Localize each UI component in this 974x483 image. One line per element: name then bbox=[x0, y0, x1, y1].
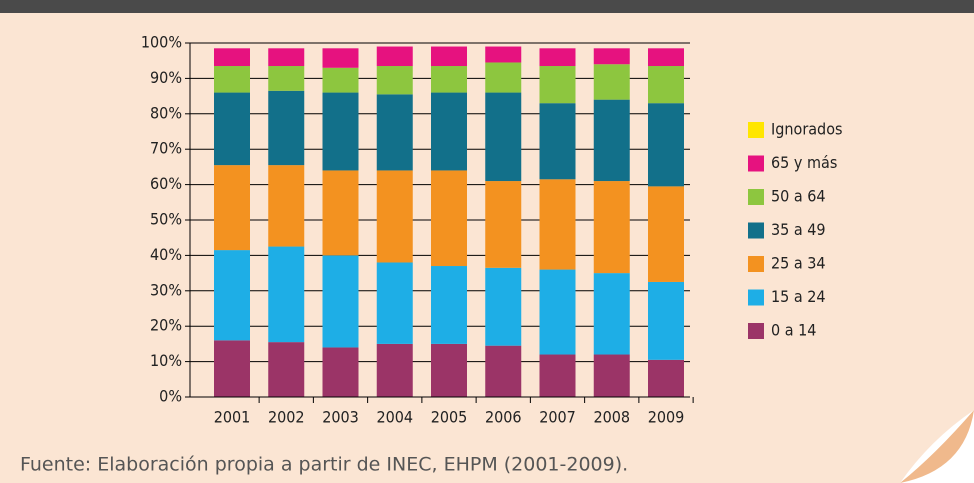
x-tick-label: 2008 bbox=[593, 408, 630, 427]
legend-swatch bbox=[748, 256, 764, 272]
x-tick-label: 2001 bbox=[214, 408, 251, 427]
bar-segment bbox=[485, 345, 522, 397]
bar-segment bbox=[539, 269, 576, 355]
bar-segment bbox=[431, 46, 467, 67]
bar-segment bbox=[648, 359, 684, 397]
y-tick-label: 100% bbox=[141, 33, 182, 52]
bar-segment bbox=[322, 48, 359, 68]
header-bar bbox=[0, 0, 974, 13]
x-tick-label: 2002 bbox=[268, 408, 305, 427]
bar-segment bbox=[376, 343, 413, 397]
y-tick-label: 70% bbox=[150, 139, 182, 158]
legend-label: 50 a 64 bbox=[771, 187, 826, 206]
bar-segment bbox=[268, 66, 305, 91]
x-tick-label: 2006 bbox=[485, 408, 522, 427]
legend-label: 65 y más bbox=[771, 153, 837, 172]
bar-segment bbox=[376, 94, 413, 171]
bar-segment bbox=[214, 92, 250, 166]
bar-segment bbox=[648, 66, 684, 104]
bar-segment bbox=[539, 66, 576, 104]
y-tick-label: 10% bbox=[150, 351, 182, 370]
y-tick-label: 60% bbox=[150, 174, 182, 193]
legend-swatch bbox=[748, 189, 764, 205]
bar-segment bbox=[593, 273, 630, 355]
bar-segment bbox=[214, 48, 250, 67]
legend-label: 15 a 24 bbox=[771, 287, 826, 306]
bar-segment bbox=[485, 181, 522, 268]
bar-segment bbox=[376, 46, 413, 67]
bar-segment bbox=[268, 342, 305, 397]
bar-segment bbox=[431, 92, 467, 171]
bar-segment bbox=[648, 281, 684, 360]
bar-segment bbox=[485, 62, 522, 93]
bar-segment bbox=[376, 170, 413, 263]
bar-segment bbox=[539, 179, 576, 270]
bar-segment bbox=[322, 347, 359, 397]
bar-segment bbox=[268, 165, 305, 247]
bar-segment bbox=[214, 165, 250, 251]
legend-label: 25 a 34 bbox=[771, 254, 826, 273]
x-tick-label: 2009 bbox=[648, 408, 685, 427]
bar-segment bbox=[376, 66, 413, 95]
bar-segment bbox=[593, 181, 630, 274]
bar-segment bbox=[322, 92, 359, 171]
y-tick-label: 50% bbox=[150, 210, 182, 229]
bar-segment bbox=[539, 48, 576, 67]
legend-swatch bbox=[748, 222, 764, 239]
bar-segment bbox=[431, 266, 467, 344]
bar-segment bbox=[648, 48, 684, 67]
bar-segment bbox=[593, 99, 630, 182]
bar-segment bbox=[431, 343, 467, 397]
x-tick-label: 2007 bbox=[539, 408, 576, 427]
bar-segment bbox=[214, 250, 250, 341]
page-curl bbox=[900, 410, 974, 483]
bar-segment bbox=[648, 103, 684, 187]
bar-segment bbox=[268, 48, 305, 67]
legend-swatch bbox=[748, 323, 764, 339]
legend-swatch bbox=[748, 122, 764, 138]
bar-segment bbox=[376, 262, 413, 344]
y-tick-label: 80% bbox=[150, 103, 182, 122]
y-tick-label: 30% bbox=[150, 280, 182, 299]
bar-segment bbox=[214, 340, 250, 397]
bar-segment bbox=[485, 92, 522, 182]
bar-segment bbox=[539, 354, 576, 397]
bar-segment bbox=[322, 170, 359, 256]
legend-swatch bbox=[748, 289, 764, 306]
y-tick-label: 20% bbox=[150, 316, 182, 335]
bar-segment bbox=[539, 103, 576, 180]
bar-segment bbox=[431, 170, 467, 267]
y-tick-label: 40% bbox=[150, 245, 182, 264]
bar-segment bbox=[593, 64, 630, 100]
bar-segment bbox=[214, 66, 250, 93]
source: Fuente: Elaboración propia a partir de I… bbox=[20, 454, 628, 476]
bar-segment bbox=[268, 246, 305, 343]
bar-segment bbox=[322, 255, 359, 348]
bar-segment bbox=[322, 67, 359, 93]
y-tick-label: 90% bbox=[150, 68, 182, 87]
legend-label: Ignorados bbox=[771, 120, 843, 139]
bar-segment bbox=[593, 48, 630, 65]
bar-segment bbox=[648, 186, 684, 282]
bar-segment bbox=[485, 267, 522, 346]
legend-label: 0 a 14 bbox=[771, 321, 816, 340]
legend-swatch bbox=[748, 155, 764, 172]
bar-segment bbox=[485, 46, 522, 63]
bar-segment bbox=[431, 66, 467, 93]
x-tick-label: 2004 bbox=[376, 408, 413, 427]
bar-segment bbox=[268, 90, 305, 166]
x-tick-label: 2003 bbox=[322, 408, 359, 427]
legend-label: 35 a 49 bbox=[771, 220, 826, 239]
x-tick-label: 2005 bbox=[431, 408, 468, 427]
bar-segment bbox=[593, 354, 630, 397]
y-tick-label: 0% bbox=[159, 387, 182, 406]
